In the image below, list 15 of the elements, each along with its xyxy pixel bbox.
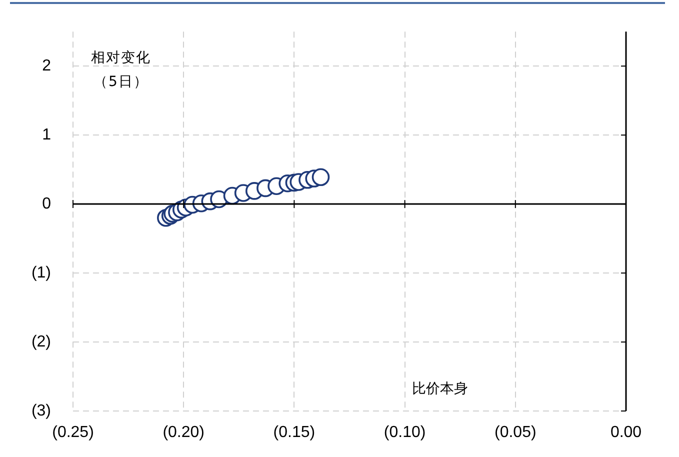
y-axis-title: 相对变化（5日） bbox=[90, 49, 152, 92]
x-axis-title: 比价本身 bbox=[411, 380, 469, 398]
x-tick-label: (0.25) bbox=[52, 424, 94, 442]
x-tick-label: (0.10) bbox=[384, 424, 426, 442]
x-tick-label: (0.15) bbox=[273, 424, 316, 442]
x-tick-label: (0.20) bbox=[162, 424, 204, 442]
y-tick-label: 1 bbox=[42, 126, 52, 144]
y-tick-label: (1) bbox=[31, 264, 51, 282]
y-tick-label: 2 bbox=[42, 57, 52, 74]
x-tick-label: 0.00 bbox=[610, 424, 642, 442]
y-tick-label: (2) bbox=[31, 333, 51, 350]
y-tick-label: (3) bbox=[31, 402, 51, 420]
y-tick-label: 0 bbox=[42, 195, 52, 212]
x-tick-label: (0.05) bbox=[494, 424, 536, 442]
point bbox=[312, 168, 330, 186]
